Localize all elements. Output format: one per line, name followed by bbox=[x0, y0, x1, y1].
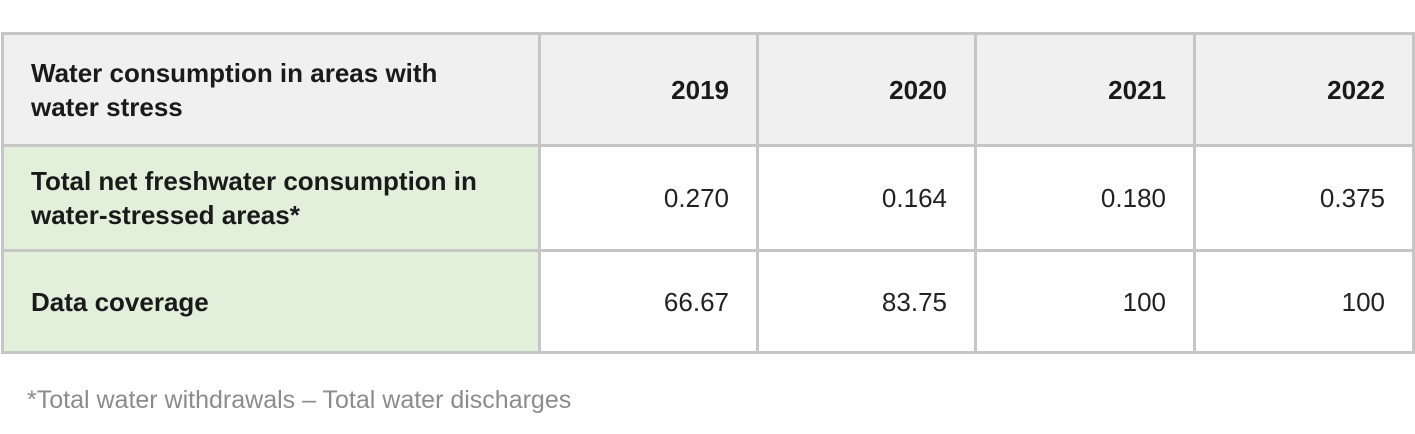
table-cell: 66.67 bbox=[538, 249, 759, 354]
table-body: Total net freshwater consumption in wate… bbox=[1, 144, 1415, 354]
header-year-2020: 2020 bbox=[756, 32, 977, 147]
header-label: Water consumption in areas with water st… bbox=[1, 32, 541, 147]
table-header: Water consumption in areas with water st… bbox=[1, 32, 1415, 147]
table-cell: 100 bbox=[1193, 249, 1415, 354]
row-label-net-freshwater: Total net freshwater consumption in wate… bbox=[1, 144, 541, 252]
table-cell: 0.270 bbox=[538, 144, 759, 252]
table-row: Data coverage 66.67 83.75 100 100 bbox=[1, 249, 1415, 354]
table-cell: 100 bbox=[974, 249, 1196, 354]
table-cell: 83.75 bbox=[756, 249, 977, 354]
water-consumption-table: Water consumption in areas with water st… bbox=[1, 32, 1415, 354]
table-cell: 0.164 bbox=[756, 144, 977, 252]
table-cell: 0.375 bbox=[1193, 144, 1415, 252]
footnote: *Total water withdrawals – Total water d… bbox=[27, 386, 572, 414]
table-row: Total net freshwater consumption in wate… bbox=[1, 144, 1415, 252]
header-year-2022: 2022 bbox=[1193, 32, 1415, 147]
header-year-2019: 2019 bbox=[538, 32, 759, 147]
table-cell: 0.180 bbox=[974, 144, 1196, 252]
header-row: Water consumption in areas with water st… bbox=[1, 32, 1415, 147]
header-year-2021: 2021 bbox=[974, 32, 1196, 147]
row-label-data-coverage: Data coverage bbox=[1, 249, 541, 354]
